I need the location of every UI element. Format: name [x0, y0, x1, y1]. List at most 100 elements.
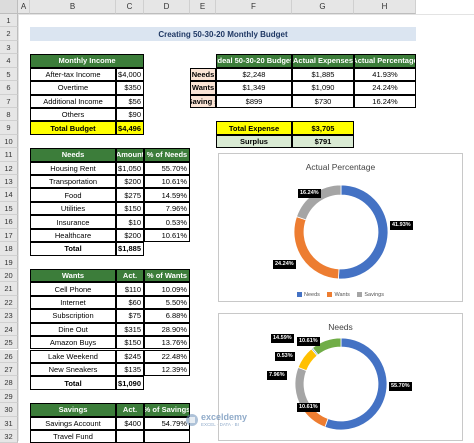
column-header-g[interactable]: G — [292, 0, 354, 14]
savings-item-percent[interactable]: 54.79% — [144, 416, 190, 430]
row-header-7[interactable]: 7 — [0, 94, 18, 108]
wants-item-percent[interactable]: 12.39% — [144, 362, 190, 377]
column-header-a[interactable]: A — [18, 0, 30, 14]
income-label[interactable]: After-tax Income — [30, 67, 116, 82]
ideal-value[interactable]: $1,349 — [216, 81, 292, 95]
wants-total-label[interactable]: Total — [30, 376, 116, 390]
wants-item-percent[interactable]: 13.76% — [144, 336, 190, 350]
donut-slice-savings[interactable] — [296, 184, 342, 221]
needs-item-percent[interactable]: 55.70% — [144, 161, 190, 176]
needs-item-percent[interactable]: 10.61% — [144, 175, 190, 189]
column-header-b[interactable]: B — [30, 0, 116, 14]
total-budget-value[interactable]: $4,496 — [116, 121, 144, 135]
row-header-16[interactable]: 16 — [0, 215, 18, 229]
row-header-9[interactable]: 9 — [0, 121, 18, 135]
surplus-label[interactable]: Surplus — [216, 134, 292, 149]
total-budget-label[interactable]: Total Budget — [30, 121, 116, 135]
savings-table-header[interactable]: Savings — [30, 403, 116, 417]
wants-item-amount[interactable]: $60 — [116, 295, 144, 310]
needs-item-percent[interactable]: 0.53% — [144, 215, 190, 229]
row-header-8[interactable]: 8 — [0, 107, 18, 122]
ideal-row-label[interactable]: Needs — [190, 67, 216, 82]
needs-item-label[interactable]: Housing Rent — [30, 161, 116, 176]
ideal-table-header[interactable]: Ideal 50-30-20 Budget — [216, 54, 292, 68]
wants-item-percent[interactable]: 22.48% — [144, 349, 190, 363]
row-header-26[interactable]: 26 — [0, 349, 18, 363]
row-header-15[interactable]: 15 — [0, 201, 18, 216]
row-header-29[interactable]: 29 — [0, 389, 18, 404]
actual-percentage-chart[interactable]: Actual Percentage Needs Wants Savings 41… — [218, 153, 463, 302]
total-expense-label[interactable]: Total Expense — [216, 121, 292, 135]
needs-item-amount[interactable]: $1,050 — [116, 161, 144, 176]
wants-item-label[interactable]: Subscription — [30, 309, 116, 323]
row-header-30[interactable]: 30 — [0, 403, 18, 417]
needs-total-label[interactable]: Total — [30, 242, 116, 256]
wants-table-header[interactable]: Act. — [116, 268, 144, 283]
column-header-d[interactable]: D — [144, 0, 190, 14]
actual-expense-value[interactable]: $1,090 — [292, 81, 354, 95]
donut-slice-healthcare[interactable] — [311, 337, 342, 356]
wants-table-header[interactable]: % of Wants — [144, 268, 190, 283]
column-header-f[interactable]: F — [216, 0, 292, 14]
actual-percentage-value[interactable]: 16.24% — [354, 94, 416, 108]
needs-item-label[interactable]: Utilities — [30, 201, 116, 216]
ideal-row-label[interactable]: Saving s — [190, 94, 216, 108]
row-header-14[interactable]: 14 — [0, 188, 18, 202]
row-header-2[interactable]: 2 — [0, 27, 18, 41]
wants-item-amount[interactable]: $245 — [116, 349, 144, 363]
needs-item-amount[interactable]: $200 — [116, 228, 144, 243]
wants-item-label[interactable]: New Sneakers — [30, 362, 116, 377]
wants-item-percent[interactable]: 6.88% — [144, 309, 190, 323]
row-header-27[interactable]: 27 — [0, 362, 18, 377]
wants-table-header[interactable]: Wants — [30, 268, 116, 283]
donut-slice-food[interactable] — [294, 366, 310, 409]
income-value[interactable]: $90 — [116, 107, 144, 122]
needs-table-header[interactable]: % of Needs — [144, 148, 190, 162]
row-header-31[interactable]: 31 — [0, 416, 18, 430]
wants-total-value[interactable]: $1,090 — [116, 376, 144, 390]
sheet-title[interactable]: Creating 50-30-20 Monthly Budget — [30, 27, 416, 41]
ideal-row-label[interactable]: Wants — [190, 81, 216, 95]
row-header-22[interactable]: 22 — [0, 295, 18, 310]
wants-item-label[interactable]: Lake Weekend — [30, 349, 116, 363]
income-label[interactable]: Others — [30, 107, 116, 122]
column-header-c[interactable]: C — [116, 0, 144, 14]
income-label[interactable]: Additional Income — [30, 94, 116, 108]
wants-item-label[interactable]: Dine Out — [30, 322, 116, 337]
income-header[interactable]: Monthly Income — [30, 54, 144, 68]
ideal-table-header[interactable]: Actual Expenses — [292, 54, 354, 68]
needs-item-amount[interactable]: $150 — [116, 201, 144, 216]
column-header-h[interactable]: H — [354, 0, 416, 14]
savings-table-header[interactable]: Act. — [116, 403, 144, 417]
needs-total-value[interactable]: $1,885 — [116, 242, 144, 256]
wants-item-amount[interactable]: $315 — [116, 322, 144, 337]
actual-expense-value[interactable]: $730 — [292, 94, 354, 108]
wants-item-label[interactable]: Amazon Buys — [30, 336, 116, 350]
needs-item-label[interactable]: Healthcare — [30, 228, 116, 243]
needs-table-header[interactable]: Amount — [116, 148, 144, 162]
total-expense-value[interactable]: $3,705 — [292, 121, 354, 135]
needs-table-header[interactable]: Needs — [30, 148, 116, 162]
row-header-25[interactable]: 25 — [0, 336, 18, 350]
wants-item-percent[interactable]: 28.90% — [144, 322, 190, 337]
wants-item-percent[interactable]: 10.09% — [144, 282, 190, 296]
needs-item-percent[interactable]: 7.96% — [144, 201, 190, 216]
donut-slice-wants[interactable] — [293, 216, 340, 280]
donut-slice-needs[interactable] — [337, 184, 389, 280]
row-header-17[interactable]: 17 — [0, 228, 18, 243]
row-header-4[interactable]: 4 — [0, 54, 18, 68]
savings-item-amount[interactable]: $400 — [116, 416, 144, 430]
row-header-24[interactable]: 24 — [0, 322, 18, 337]
savings-table-header[interactable]: % of Savings — [144, 403, 190, 417]
surplus-value[interactable]: $791 — [292, 134, 354, 149]
needs-chart[interactable]: Needs 55.70% 10.61% 14.59% 7.96% 0.53% 10.61% — [218, 313, 463, 441]
needs-item-label[interactable]: Insurance — [30, 215, 116, 229]
needs-item-percent[interactable]: 14.59% — [144, 188, 190, 202]
row-header-1[interactable]: 1 — [0, 14, 18, 28]
ideal-value[interactable]: $2,248 — [216, 67, 292, 82]
select-all-corner[interactable] — [0, 0, 18, 14]
wants-item-amount[interactable]: $110 — [116, 282, 144, 296]
ideal-value[interactable]: $899 — [216, 94, 292, 108]
actual-percentage-value[interactable]: 41.93% — [354, 67, 416, 82]
row-header-12[interactable]: 12 — [0, 161, 18, 176]
